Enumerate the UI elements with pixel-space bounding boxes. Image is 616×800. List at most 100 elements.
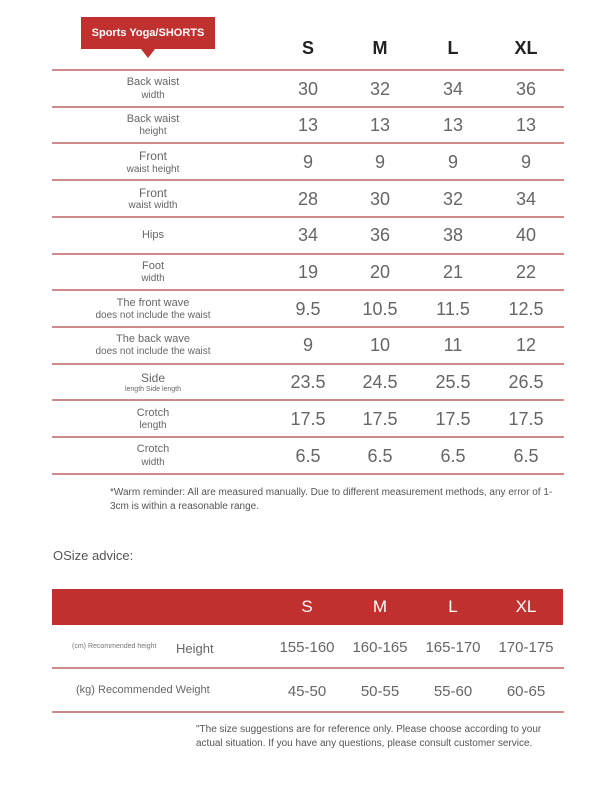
label-main: Foot	[141, 259, 164, 272]
banner-arrow-icon	[141, 49, 155, 58]
label-main: Back waist	[126, 76, 180, 89]
label-sub: height	[139, 126, 167, 138]
size-header-l: L	[447, 38, 459, 58]
value-cell: 20	[369, 262, 391, 282]
value-cell: 28	[297, 188, 319, 209]
label-sub: width	[141, 89, 165, 101]
value-cell: 11	[443, 335, 463, 356]
table-row: Side length Side length 23.5 24.5 25.5 26.5	[52, 365, 564, 401]
label-main: Side	[140, 371, 166, 386]
measurement-label: Front waist width	[92, 181, 214, 217]
label-sub: width	[141, 273, 165, 285]
weight-value: 55-60	[433, 683, 473, 700]
label-sub: waist width	[128, 200, 178, 212]
label-main: Crotch	[136, 406, 170, 419]
value-cell: 30	[297, 78, 319, 99]
height-value: 170-175	[498, 639, 554, 656]
value-cell: 6.5	[367, 445, 393, 466]
value-cell: 17.5	[435, 408, 471, 429]
value-cell: 17.5	[290, 408, 326, 429]
label-main: Hips	[141, 229, 164, 242]
divider	[52, 252, 564, 255]
value-cell: 9	[302, 151, 313, 172]
value-cell: 9	[447, 151, 458, 172]
label-main: The back wave	[116, 333, 190, 346]
table-row: Hips 34 36 38 40	[52, 218, 564, 254]
divider	[52, 436, 564, 438]
advice-size-s: S	[301, 597, 313, 616]
value-cell: 9.5	[295, 298, 321, 319]
measurement-label: Back waist height	[92, 108, 214, 144]
divider	[52, 399, 564, 402]
measurement-label: The front wave does not include the waist	[92, 291, 214, 327]
advice-size-l: L	[448, 597, 458, 616]
value-cell: 9	[302, 335, 313, 356]
value-cell: 12	[515, 335, 537, 356]
value-cell: 17.5	[508, 408, 544, 429]
value-cell: 24.5	[362, 372, 398, 393]
divider	[52, 289, 564, 292]
table-row: The front wave does not include the waist…	[52, 291, 564, 327]
value-cell: 32	[369, 78, 391, 99]
size-header-xl: XL	[514, 38, 538, 58]
value-cell: 9	[520, 151, 531, 172]
product-title-banner: Sports Yoga/SHORTS	[81, 17, 215, 49]
table-row: Front waist height 9 9 9 9	[52, 144, 564, 180]
label-sub: waist height	[126, 163, 180, 175]
weight-label: (kg) Recommended Weight	[76, 684, 210, 696]
measurement-label: Foot width	[92, 255, 214, 291]
size-header-s: S	[301, 38, 314, 58]
divider	[52, 142, 564, 145]
advice-size-m: M	[372, 597, 388, 616]
value-cell: 6.5	[440, 445, 466, 466]
label-sub: does not include the waist	[95, 346, 211, 358]
value-cell: 34	[297, 225, 319, 246]
label-sub: does not include the waist	[95, 309, 211, 321]
weight-value: 50-55	[360, 683, 400, 700]
value-cell: 13	[297, 115, 319, 136]
table-row: Crotch width 6.5 6.5 6.5 6.5	[52, 438, 564, 474]
label-main: Front	[138, 185, 167, 200]
value-cell: 34	[515, 188, 537, 209]
value-cell: 40	[515, 225, 537, 246]
value-cell: 9	[374, 151, 385, 172]
footer-note: "The size suggestions are for reference …	[196, 724, 542, 749]
value-cell: 19	[297, 262, 319, 282]
size-header-m: M	[372, 38, 388, 58]
weight-value: 45-50	[287, 683, 327, 700]
measurement-label: Crotch width	[92, 438, 214, 474]
value-cell: 6.5	[295, 445, 321, 466]
value-cell: 6.5	[513, 445, 539, 466]
height-value: 155-160	[279, 639, 335, 656]
value-cell: 13	[515, 115, 537, 136]
value-cell: 13	[369, 115, 391, 136]
value-cell: 10.5	[362, 298, 398, 319]
divider	[52, 215, 564, 218]
table-row: Foot width 19 20 21 22	[52, 255, 564, 291]
value-cell: 10	[369, 335, 391, 356]
value-cell: 38	[442, 225, 464, 246]
measurement-label: Back waist width	[92, 71, 214, 107]
value-cell: 26.5	[508, 372, 544, 393]
value-cell: 17.5	[362, 408, 398, 429]
table-row: Front waist width 28 30 32 34	[52, 181, 564, 217]
value-cell: 23.5	[290, 372, 326, 393]
height-value: 165-170	[425, 639, 481, 656]
table-row: The back wave does not include the waist 9…	[52, 328, 564, 364]
height-value: 160-165	[352, 639, 408, 656]
value-cell: 34	[442, 78, 464, 99]
value-cell: 30	[369, 188, 391, 209]
size-advice-title: OSize advice:	[53, 548, 134, 563]
table-row: Back waist width 30 32 34 36	[52, 71, 564, 107]
value-cell: 32	[442, 188, 464, 209]
divider	[52, 179, 564, 182]
table-row: Crotch length 17.5 17.5 17.5 17.5	[52, 401, 564, 437]
value-cell: 13	[442, 115, 464, 136]
label-sub: length	[139, 419, 167, 431]
label-sub: width	[141, 456, 165, 468]
measurement-label: Hips	[92, 218, 214, 254]
height-label: Height	[176, 641, 214, 656]
divider	[52, 711, 564, 713]
measurement-label: The back wave does not include the waist	[92, 328, 214, 364]
label-sub: length Side length	[124, 385, 182, 393]
